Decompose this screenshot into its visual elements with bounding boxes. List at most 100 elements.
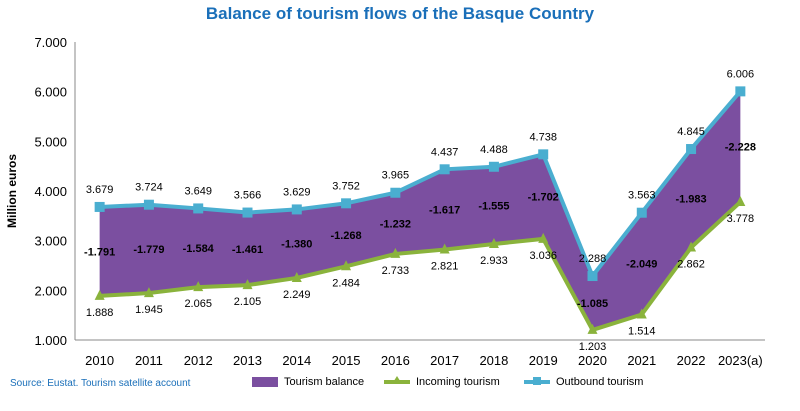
source-note: Source: Eustat. Tourism satellite accoun… bbox=[10, 378, 191, 389]
outbound-point bbox=[538, 149, 549, 160]
incoming-data-label: 3.036 bbox=[529, 250, 557, 262]
balance-data-label: -1.702 bbox=[528, 192, 559, 204]
y-tick-label: 7.000 bbox=[34, 35, 67, 50]
outbound-point bbox=[193, 203, 204, 214]
incoming-point bbox=[686, 241, 697, 252]
outbound-data-label: 3.752 bbox=[332, 180, 360, 192]
outbound-point bbox=[390, 187, 401, 198]
incoming-data-label: 3.778 bbox=[727, 213, 755, 225]
x-tick-label: 2020 bbox=[578, 353, 607, 368]
outbound-point bbox=[636, 207, 647, 218]
x-tick-label: 2022 bbox=[677, 353, 706, 368]
balance-data-label: -1.268 bbox=[330, 230, 361, 242]
legend-item-incoming: Incoming tourism bbox=[384, 376, 500, 388]
outbound-data-label: 3.965 bbox=[382, 170, 410, 182]
incoming-data-label: 2.249 bbox=[283, 289, 311, 301]
balance-data-label: -1.232 bbox=[380, 218, 411, 230]
outbound-data-label: 3.679 bbox=[86, 184, 114, 196]
outbound-data-label: 3.566 bbox=[234, 190, 262, 202]
y-axis-label: Million euros bbox=[5, 154, 19, 228]
outbound-point bbox=[488, 161, 499, 172]
outbound-point bbox=[686, 144, 697, 155]
incoming-data-label: 2.821 bbox=[431, 261, 459, 273]
outbound-line bbox=[99, 90, 742, 280]
legend-item-balance: Tourism balance bbox=[252, 376, 364, 388]
incoming-point bbox=[587, 323, 598, 334]
y-tick-label: 6.000 bbox=[34, 85, 67, 100]
x-tick-label: 2014 bbox=[282, 353, 311, 368]
incoming-point bbox=[636, 308, 647, 319]
incoming-data-label: 2.484 bbox=[332, 277, 360, 289]
outbound-data-label: 4.845 bbox=[677, 126, 705, 138]
x-tick-label: 2019 bbox=[529, 353, 558, 368]
outbound-point bbox=[587, 271, 598, 282]
x-tick-label: 2012 bbox=[184, 353, 213, 368]
incoming-data-label: 1.514 bbox=[628, 325, 656, 337]
incoming-line bbox=[99, 200, 742, 333]
incoming-data-label: 2.065 bbox=[184, 298, 212, 310]
x-tick-label: 2021 bbox=[627, 353, 656, 368]
incoming-point bbox=[439, 243, 450, 254]
balance-data-label: -1.584 bbox=[183, 243, 215, 255]
balance-data-label: -2.228 bbox=[725, 142, 756, 154]
balance-data-label: -1.779 bbox=[133, 244, 164, 256]
outbound-data-label: 6.006 bbox=[727, 68, 755, 80]
incoming-point bbox=[488, 237, 499, 248]
y-tick-label: 1.000 bbox=[34, 333, 67, 348]
x-tick-label: 2018 bbox=[479, 353, 508, 368]
x-tick-label: 2015 bbox=[332, 353, 361, 368]
incoming-point bbox=[390, 247, 401, 258]
incoming-data-label: 1.203 bbox=[579, 341, 607, 353]
incoming-point bbox=[94, 289, 105, 300]
outbound-data-label: 3.649 bbox=[184, 185, 212, 197]
incoming-point bbox=[193, 281, 204, 292]
incoming-data-label: 1.888 bbox=[86, 307, 114, 319]
outbound-data-label: 4.437 bbox=[431, 146, 459, 158]
legend-swatch-incoming bbox=[384, 376, 410, 384]
balance-data-label: -1.380 bbox=[281, 239, 312, 251]
balance-data-label: -1.555 bbox=[478, 200, 509, 212]
outbound-data-label: 3.563 bbox=[628, 190, 656, 202]
balance-data-label: -1.617 bbox=[429, 204, 460, 216]
y-tick-label: 3.000 bbox=[34, 234, 67, 249]
x-tick-label: 2010 bbox=[85, 353, 114, 368]
y-tick-label: 4.000 bbox=[34, 184, 67, 199]
incoming-point bbox=[538, 232, 549, 243]
incoming-point bbox=[341, 260, 352, 271]
incoming-data-label: 2.105 bbox=[234, 296, 262, 308]
balance-data-label: -1.983 bbox=[675, 193, 706, 205]
y-tick-label: 5.000 bbox=[34, 134, 67, 149]
x-tick-label: 2017 bbox=[430, 353, 459, 368]
balance-data-label: -1.461 bbox=[232, 244, 263, 256]
outbound-point bbox=[439, 164, 450, 175]
legend-swatch-balance bbox=[252, 377, 278, 387]
incoming-point bbox=[735, 196, 746, 207]
outbound-data-label: 3.629 bbox=[283, 186, 311, 198]
legend-label-balance: Tourism balance bbox=[284, 376, 365, 388]
outbound-point bbox=[143, 199, 154, 210]
legend-label-incoming: Incoming tourism bbox=[416, 376, 500, 388]
outbound-data-label: 2.288 bbox=[579, 253, 607, 265]
incoming-point bbox=[291, 271, 302, 282]
legend-item-outbound: Outbound tourism bbox=[524, 376, 643, 388]
outbound-data-label: 4.738 bbox=[529, 131, 557, 143]
y-tick-label: 2.000 bbox=[34, 283, 67, 298]
outbound-point bbox=[291, 204, 302, 215]
outbound-point bbox=[94, 201, 105, 212]
outbound-data-label: 3.724 bbox=[135, 182, 163, 194]
x-tick-label: 2013 bbox=[233, 353, 262, 368]
x-tick-label: 2011 bbox=[135, 353, 163, 368]
legend-swatch-outbound bbox=[524, 377, 550, 385]
x-tick-label: 2016 bbox=[381, 353, 410, 368]
x-tick-label: 2023(a) bbox=[718, 353, 763, 368]
incoming-data-label: 2.933 bbox=[480, 255, 508, 267]
balance-data-label: -1.085 bbox=[577, 298, 608, 310]
balance-data-label: -1.791 bbox=[84, 246, 115, 258]
incoming-point bbox=[242, 279, 253, 290]
balance-data-label: -2.049 bbox=[626, 259, 657, 271]
outbound-data-label: 4.488 bbox=[480, 144, 508, 156]
balance-area bbox=[99, 91, 741, 330]
legend-label-outbound: Outbound tourism bbox=[556, 376, 644, 388]
